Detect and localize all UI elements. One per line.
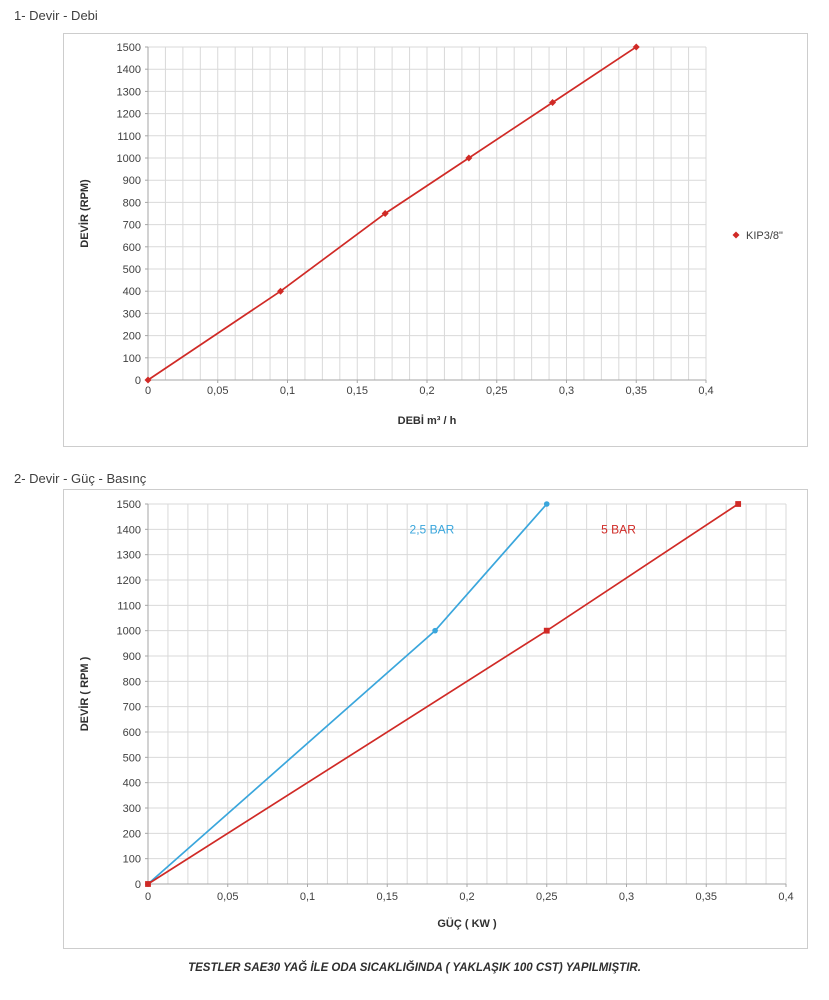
- svg-text:100: 100: [123, 353, 141, 365]
- svg-text:0,35: 0,35: [626, 385, 647, 397]
- svg-text:0,2: 0,2: [459, 891, 474, 903]
- data-point-marker: [277, 287, 285, 295]
- svg-text:900: 900: [123, 175, 141, 187]
- data-point-marker: [632, 43, 640, 51]
- svg-text:1000: 1000: [117, 626, 141, 638]
- svg-text:400: 400: [123, 778, 141, 790]
- svg-text:500: 500: [123, 264, 141, 276]
- data-point-marker: [543, 501, 550, 507]
- svg-text:0,4: 0,4: [778, 891, 793, 903]
- legend: KIP3/8": [732, 230, 783, 242]
- y-axis-title: DEVİR (RPM): [78, 179, 91, 248]
- svg-text:0,25: 0,25: [486, 385, 507, 397]
- y-tick-labels: 0 100 200 300 400 500 600 700 800 900 1000 1100 1200…: [117, 42, 141, 387]
- gridlines: [147, 46, 707, 381]
- svg-text:500: 500: [123, 752, 141, 764]
- gridlines: [147, 503, 787, 885]
- svg-text:0: 0: [135, 879, 141, 891]
- svg-text:0,3: 0,3: [559, 385, 574, 397]
- y-axis-title: DEVİR ( RPM ): [78, 656, 91, 731]
- svg-text:0,35: 0,35: [696, 891, 717, 903]
- chart-2-devir-guc-basinc: 0 0,05 0,1 0,15 0,2 0,25 0,3 0,35 0,4 0 100 200 300 4…: [78, 499, 794, 930]
- legend-label: KIP3/8": [746, 230, 783, 242]
- svg-text:800: 800: [123, 676, 141, 688]
- svg-text:0,15: 0,15: [377, 891, 398, 903]
- svg-text:700: 700: [123, 220, 141, 232]
- svg-text:0,3: 0,3: [619, 891, 634, 903]
- data-point-marker: [732, 231, 740, 239]
- axes: [145, 503, 787, 887]
- data-point-marker: [543, 627, 550, 634]
- data-point-marker: [432, 627, 438, 634]
- svg-text:200: 200: [123, 828, 141, 840]
- svg-text:0,2: 0,2: [419, 385, 434, 397]
- chart-1-devir-debi: 0 0,05 0,1 0,15 0,2 0,25 0,3 0,35 0,4 0 100 200 300 4…: [78, 42, 783, 427]
- svg-text:300: 300: [123, 308, 141, 320]
- svg-text:0,05: 0,05: [207, 385, 228, 397]
- series-KIP3/8": [144, 43, 640, 384]
- svg-text:900: 900: [123, 651, 141, 663]
- footnote: TESTLER SAE30 YAĞ İLE ODA SICAKLIĞINDA (…: [188, 962, 641, 974]
- x-tick-labels: 0 0,05 0,1 0,15 0,2 0,25 0,3 0,35 0,4: [145, 891, 794, 903]
- data-point-marker: [735, 501, 742, 507]
- svg-text:0: 0: [145, 385, 151, 397]
- chart-2-box: 0 0,05 0,1 0,15 0,2 0,25 0,3 0,35 0,4 0 100 200 300 4…: [63, 489, 808, 949]
- svg-text:0,1: 0,1: [280, 385, 295, 397]
- svg-text:700: 700: [123, 702, 141, 714]
- svg-text:300: 300: [123, 803, 141, 815]
- svg-text:1500: 1500: [117, 42, 141, 54]
- svg-text:600: 600: [123, 727, 141, 739]
- series-label: 2,5 BAR: [410, 522, 455, 536]
- svg-text:1100: 1100: [117, 131, 141, 143]
- x-axis-title: GÜÇ ( KW ): [437, 917, 497, 930]
- section-1-heading: 1- Devir - Debi: [14, 8, 98, 23]
- svg-text:0: 0: [145, 891, 151, 903]
- svg-text:0: 0: [135, 375, 141, 387]
- svg-text:1500: 1500: [117, 499, 141, 511]
- svg-text:200: 200: [123, 331, 141, 343]
- svg-text:1100: 1100: [117, 600, 141, 612]
- svg-text:1300: 1300: [117, 550, 141, 562]
- svg-text:400: 400: [123, 286, 141, 298]
- svg-text:1000: 1000: [117, 153, 141, 165]
- x-tick-labels: 0 0,05 0,1 0,15 0,2 0,25 0,3 0,35 0,4: [145, 385, 714, 397]
- svg-text:0,25: 0,25: [536, 891, 557, 903]
- svg-text:800: 800: [123, 197, 141, 209]
- series-line: [147, 503, 739, 885]
- svg-text:1300: 1300: [117, 86, 141, 98]
- chart-1-box: 0 0,05 0,1 0,15 0,2 0,25 0,3 0,35 0,4 0 100 200 300 4…: [63, 33, 808, 447]
- svg-text:0,15: 0,15: [347, 385, 368, 397]
- svg-text:1400: 1400: [117, 64, 141, 76]
- axes: [145, 46, 707, 383]
- svg-text:1400: 1400: [117, 524, 141, 536]
- data-point-marker: [465, 154, 473, 162]
- svg-text:100: 100: [123, 854, 141, 866]
- svg-text:1200: 1200: [117, 575, 141, 587]
- series-5 BAR: 5 BAR: [145, 501, 742, 887]
- y-tick-labels: 0 100 200 300 400 500 600 700 800 900 1000 1100 1200…: [117, 499, 141, 891]
- data-point-marker: [145, 881, 151, 887]
- series-line: [147, 46, 637, 381]
- x-axis-title: DEBİ m³ / h: [398, 414, 457, 427]
- svg-text:0,05: 0,05: [217, 891, 238, 903]
- data-point-marker: [144, 376, 152, 384]
- svg-text:1200: 1200: [117, 109, 141, 121]
- svg-text:0,4: 0,4: [698, 385, 713, 397]
- svg-text:600: 600: [123, 242, 141, 254]
- svg-text:0,1: 0,1: [300, 891, 315, 903]
- section-2-heading: 2- Devir - Güç - Basınç: [14, 471, 147, 486]
- series-label: 5 BAR: [601, 522, 636, 536]
- data-point-marker: [549, 99, 557, 106]
- data-point-marker: [381, 210, 389, 217]
